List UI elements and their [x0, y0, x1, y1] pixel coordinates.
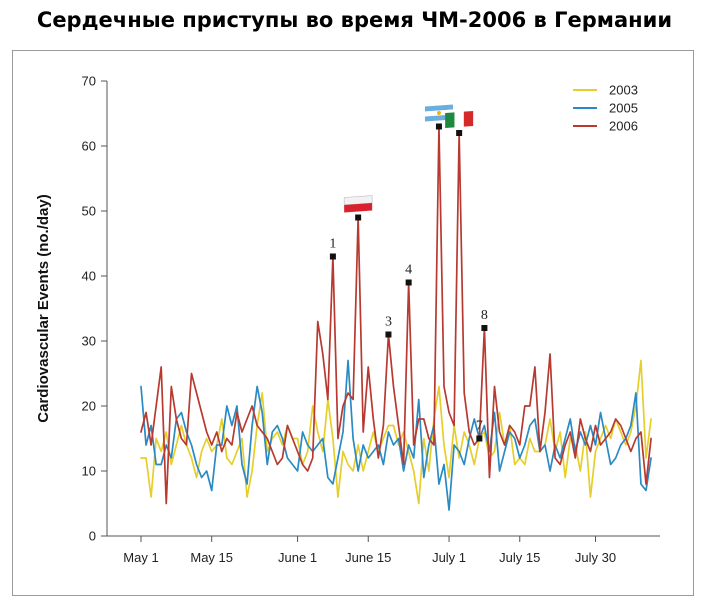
x-tick-label: July 30 [575, 550, 616, 565]
x-tick-label: July 15 [499, 550, 540, 565]
flag-stripe [445, 112, 455, 128]
event-marker [481, 325, 488, 331]
y-tick-label: 10 [82, 464, 96, 479]
flag-stripe [344, 203, 373, 213]
axes: 0 10 20 30 40 50 60 70 May 1 May 15 June 1 June 15 J… [35, 74, 660, 565]
series-line-2003 [140, 359, 652, 505]
legend-label-2005: 2005 [609, 101, 638, 116]
series-lines [140, 125, 652, 511]
event-marker [435, 123, 442, 130]
x-tick-label: June 15 [345, 550, 391, 565]
event-label: 1 [329, 237, 336, 252]
series-line-2006 [140, 125, 652, 505]
legend-label-2003: 2003 [609, 83, 638, 98]
legend-label-2006: 2006 [609, 119, 638, 134]
flag-sun [436, 110, 441, 116]
y-tick-label: 70 [82, 74, 96, 89]
y-tick-label: 0 [89, 529, 96, 544]
event-label: 3 [385, 315, 392, 330]
flag-stripe [424, 104, 453, 112]
event-label: 8 [481, 308, 488, 323]
italy-flag [445, 111, 474, 128]
x-tick-label: July 1 [432, 550, 466, 565]
y-tick-label: 40 [82, 269, 96, 284]
x-tick-label: June 1 [278, 550, 317, 565]
event-marker [456, 130, 463, 136]
flag-stripe [463, 111, 474, 127]
flag-stripe [454, 111, 464, 128]
chart-frame [12, 50, 694, 596]
event-marker [355, 214, 362, 221]
page-title: Сердечные приступы во время ЧМ-2006 в Ге… [36, 8, 673, 32]
legend: 2003 2005 2006 [573, 83, 638, 134]
annotations: 1 3 4 7 8 [329, 104, 488, 442]
y-tick-label: 30 [82, 334, 96, 349]
event-marker [405, 279, 412, 286]
x-tick-label: May 1 [123, 550, 158, 565]
event-marker [385, 331, 392, 338]
y-axis-label: Cardiovascular Events (no./day) [35, 194, 52, 422]
event-marker [476, 435, 483, 442]
poland-flag [343, 195, 373, 213]
x-tick-label: May 15 [190, 550, 233, 565]
event-label: 7 [476, 419, 483, 434]
event-label: 4 [405, 263, 412, 278]
y-tick-label: 20 [82, 399, 96, 414]
y-tick-label: 60 [82, 139, 96, 154]
y-tick-label: 50 [82, 204, 96, 219]
series-line-2005 [140, 359, 652, 511]
event-marker [329, 253, 336, 260]
